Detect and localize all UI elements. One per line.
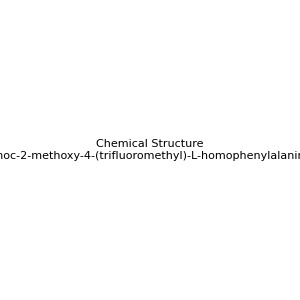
- Text: Chemical Structure
Fmoc-2-methoxy-4-(trifluoromethyl)-L-homophenylalanine: Chemical Structure Fmoc-2-methoxy-4-(tri…: [0, 139, 300, 161]
